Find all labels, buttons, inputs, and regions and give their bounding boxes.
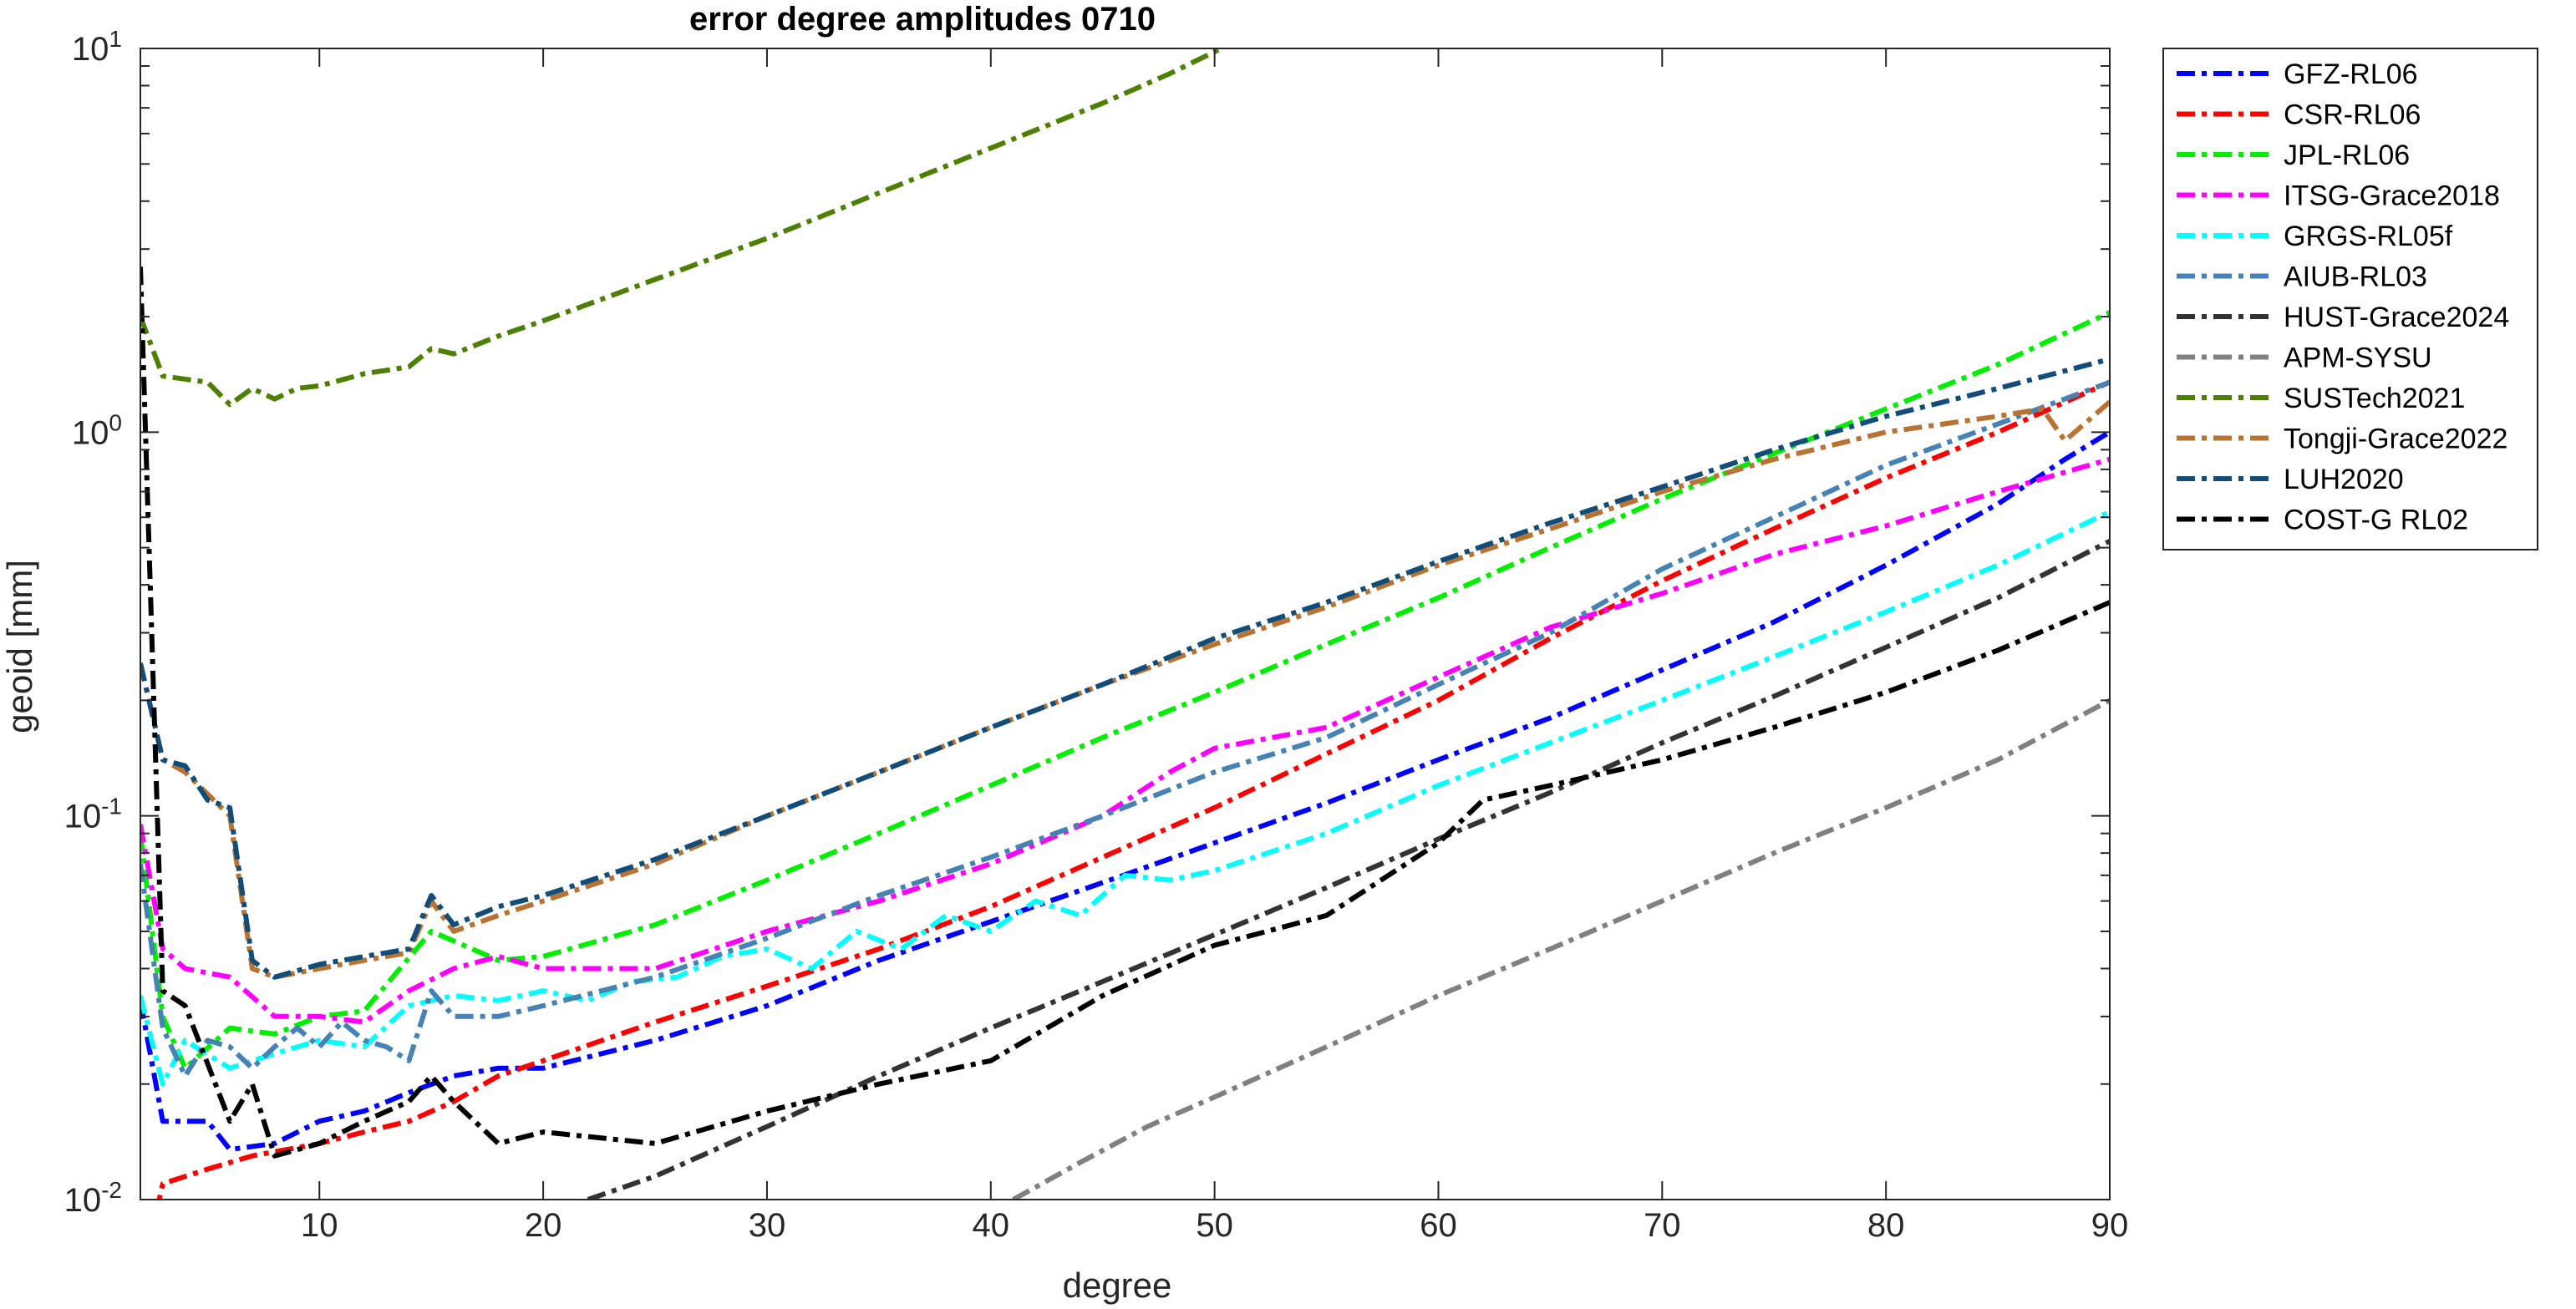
series-line-6 (587, 539, 2110, 1200)
series-line-10 (140, 356, 2110, 980)
plot-area-frame (140, 48, 2111, 1200)
legend-entry-label: Tongji-Grace2022 (2284, 424, 2507, 455)
series-line-0 (140, 429, 2110, 1153)
legend-entry-label: GFZ-RL06 (2284, 58, 2418, 90)
series-line-1 (156, 379, 2110, 1200)
y-tick-label: 10-2 (64, 1177, 122, 1219)
x-tick-label: 70 (1644, 1207, 1681, 1244)
x-tick-label: 10 (301, 1207, 338, 1244)
series-line-9 (140, 399, 2110, 980)
chart-title: error degree amplitudes 0710 (689, 1, 1156, 38)
axis-ticks: 10 20 30 40 50 60 70 80 90 10-2 10-1 100 101 (64, 26, 2129, 1244)
x-tick-label: 50 (1196, 1207, 1233, 1244)
x-tick-label: 40 (973, 1207, 1010, 1244)
series-line-2 (140, 310, 2110, 1071)
x-tick-label: 80 (1867, 1207, 1905, 1244)
y-tick-label: 10-1 (64, 794, 122, 835)
x-tick-label: 60 (1420, 1207, 1457, 1244)
series-line-5 (140, 379, 2110, 1078)
legend-entry-label: HUST-Grace2024 (2284, 302, 2509, 333)
x-axis-label: degree (1063, 1266, 1172, 1305)
y-axis-label: geoid [mm] (0, 560, 39, 733)
y-tick-label: 101 (72, 26, 122, 68)
legend-entry-label: APM-SYSU (2284, 342, 2432, 374)
legend-entry-label: LUH2020 (2284, 464, 2404, 495)
legend: GFZ-RL06 CSR-RL06 JPL-RL06 ITSG-Grace2018 GR… (2162, 48, 2538, 550)
series-line-11 (140, 266, 2110, 1159)
x-tick-label: 30 (749, 1207, 786, 1244)
legend-entry-label: AIUB-RL03 (2284, 261, 2427, 293)
series-line-7 (1012, 698, 2110, 1200)
legend-entry-label: GRGS-RL05f (2284, 221, 2453, 252)
series-line-4 (140, 509, 2110, 1087)
legend-entry-label: JPL-RL06 (2284, 140, 2410, 171)
series-line-3 (140, 456, 2110, 1025)
y-tick-label: 100 (72, 409, 122, 451)
legend-entry-label: COST-G RL02 (2284, 505, 2468, 536)
x-tick-label: 20 (525, 1207, 562, 1244)
legend-entry-label: CSR-RL06 (2284, 99, 2421, 131)
x-tick-label: 90 (2091, 1207, 2129, 1244)
legend-box (2162, 48, 2538, 550)
plot-lines (140, 48, 2110, 1200)
legend-entry-label: ITSG-Grace2018 (2284, 180, 2500, 212)
legend-entry-label: SUSTech2021 (2284, 383, 2465, 414)
series-line-8 (140, 48, 1227, 408)
